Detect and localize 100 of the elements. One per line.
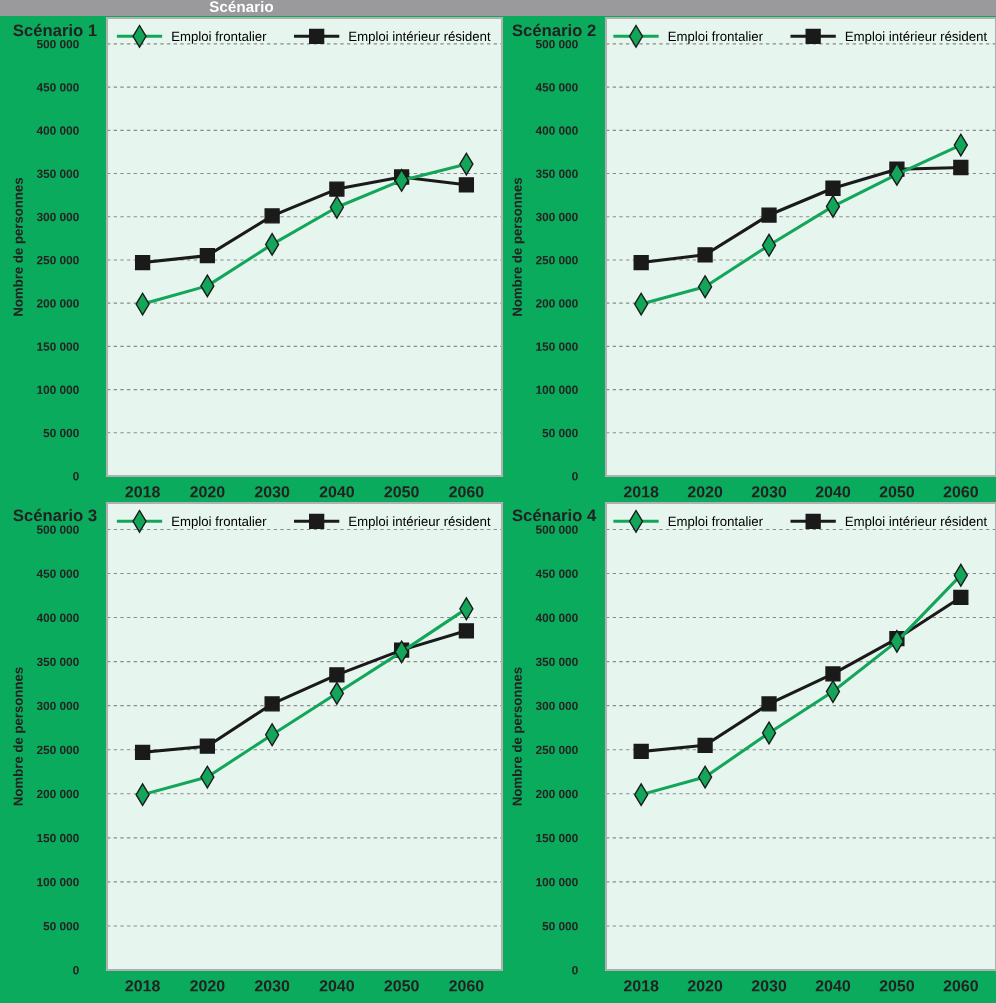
- y-tick-label: 250 000: [36, 745, 79, 755]
- y-tick-label: 450 000: [36, 83, 79, 92]
- y-tick-label: 350 000: [36, 169, 79, 178]
- y-tick-label: 100 000: [536, 877, 578, 887]
- x-tick-label: 2030: [254, 980, 290, 992]
- y-tick-label: 500 000: [36, 525, 79, 534]
- y-tick-label: 200 000: [535, 299, 578, 308]
- x-tick-label: 2060: [449, 486, 484, 498]
- point: [264, 696, 280, 712]
- x-tick-label: 2018: [125, 486, 160, 498]
- y-axis-title: Nombre de personnes: [13, 177, 26, 316]
- y-tick-label: 400 000: [36, 613, 79, 622]
- y-tick-label: 250 000: [535, 745, 578, 755]
- y-tick-label: 250 000: [36, 256, 79, 265]
- x-tick-label: 2020: [687, 980, 723, 992]
- x-tick-label: 2060: [943, 486, 978, 498]
- x-tick-label: 2040: [319, 980, 354, 992]
- x-tick-label: 2018: [623, 486, 659, 498]
- y-tick-label: 350 000: [36, 657, 79, 667]
- y-axis-title: Nombre de personnes: [13, 667, 26, 806]
- x-tick-label: 2018: [125, 980, 160, 992]
- point: [825, 180, 841, 196]
- legend-label: Emploi intérieur résident: [845, 516, 987, 529]
- x-tick-label: 2060: [449, 980, 484, 992]
- y-tick-label: 200 000: [36, 789, 79, 799]
- x-tick-label: 2020: [687, 486, 723, 498]
- y-tick-label: 450 000: [535, 83, 578, 92]
- legend-label: Emploi intérieur résident: [349, 31, 491, 44]
- y-tick-label: 400 000: [535, 613, 578, 622]
- point: [329, 667, 345, 683]
- x-tick-label: 2040: [815, 980, 851, 992]
- x-tick-label: 2050: [879, 486, 915, 498]
- x-tick-label: 2050: [384, 980, 419, 992]
- chart-title: Scénario 2: [512, 23, 596, 37]
- point: [458, 177, 475, 193]
- x-tick-label: 2030: [751, 486, 787, 498]
- y-tick-label: 300 000: [36, 701, 79, 711]
- point: [134, 744, 151, 760]
- y-tick-label: 450 000: [535, 569, 578, 578]
- point: [134, 254, 151, 271]
- y-tick-label: 150 000: [37, 342, 79, 351]
- chart-title: Scénario 4: [512, 508, 597, 522]
- y-tick-label: 250 000: [535, 256, 578, 265]
- legend-label: Emploi frontalier: [668, 516, 763, 529]
- x-tick-label: 2020: [190, 486, 225, 498]
- y-tick-label: 300 000: [36, 212, 79, 222]
- y-tick-label: 0: [73, 472, 79, 481]
- x-tick-label: 2050: [879, 980, 915, 992]
- y-tick-label: 200 000: [36, 299, 79, 308]
- y-tick-label: 500 000: [535, 39, 578, 49]
- y-tick-label: 0: [572, 472, 578, 481]
- point: [199, 248, 216, 264]
- x-tick-label: 2030: [254, 486, 290, 498]
- point: [825, 666, 841, 682]
- y-tick-label: 150 000: [37, 833, 79, 843]
- y-tick-label: 50 000: [43, 428, 79, 438]
- y-tick-label: 200 000: [535, 789, 578, 799]
- point: [264, 208, 280, 224]
- y-tick-label: 350 000: [535, 169, 578, 178]
- y-tick-label: 400 000: [535, 126, 578, 135]
- point: [953, 159, 969, 176]
- y-tick-label: 0: [572, 966, 578, 975]
- legend-label: Emploi frontalier: [668, 31, 763, 44]
- point: [697, 737, 713, 753]
- point: [953, 589, 969, 605]
- y-tick-label: 100 000: [37, 877, 79, 887]
- point: [633, 254, 649, 271]
- y-tick-label: 350 000: [535, 657, 578, 667]
- x-tick-label: 2040: [319, 486, 354, 498]
- legend-label: Emploi intérieur résident: [349, 516, 491, 529]
- y-tick-label: 50 000: [43, 921, 79, 931]
- point: [633, 743, 649, 760]
- point: [697, 247, 713, 263]
- point: [199, 738, 216, 754]
- legend-label: Emploi frontalier: [172, 516, 267, 529]
- legend-label: Emploi intérieur résident: [845, 31, 987, 44]
- y-tick-label: 150 000: [536, 833, 578, 843]
- y-tick-label: 300 000: [535, 701, 578, 711]
- y-tick-label: 500 000: [535, 525, 578, 534]
- y-tick-label: 100 000: [536, 385, 578, 394]
- y-tick-label: 50 000: [542, 921, 578, 931]
- y-tick-label: 100 000: [37, 385, 79, 394]
- chart-title: Scénario 1: [13, 23, 97, 37]
- chart-title: Scénario 3: [13, 508, 97, 522]
- point: [761, 207, 777, 223]
- text: Scénario: [209, 0, 274, 13]
- x-tick-label: 2060: [943, 980, 978, 992]
- x-tick-label: 2020: [190, 980, 225, 992]
- y-tick-label: 150 000: [536, 342, 578, 351]
- x-tick-label: 2030: [751, 980, 787, 992]
- point: [458, 623, 475, 639]
- y-tick-label: 400 000: [36, 126, 79, 135]
- y-tick-label: 300 000: [535, 212, 578, 222]
- y-axis-title: Nombre de personnes: [512, 177, 525, 316]
- legend-label: Emploi frontalier: [172, 31, 267, 44]
- y-axis-title: Nombre de personnes: [512, 667, 525, 806]
- x-tick-label: 2050: [384, 486, 419, 498]
- y-tick-label: 50 000: [542, 428, 578, 438]
- y-tick-label: 500 000: [36, 39, 79, 49]
- y-tick-label: 450 000: [36, 569, 79, 578]
